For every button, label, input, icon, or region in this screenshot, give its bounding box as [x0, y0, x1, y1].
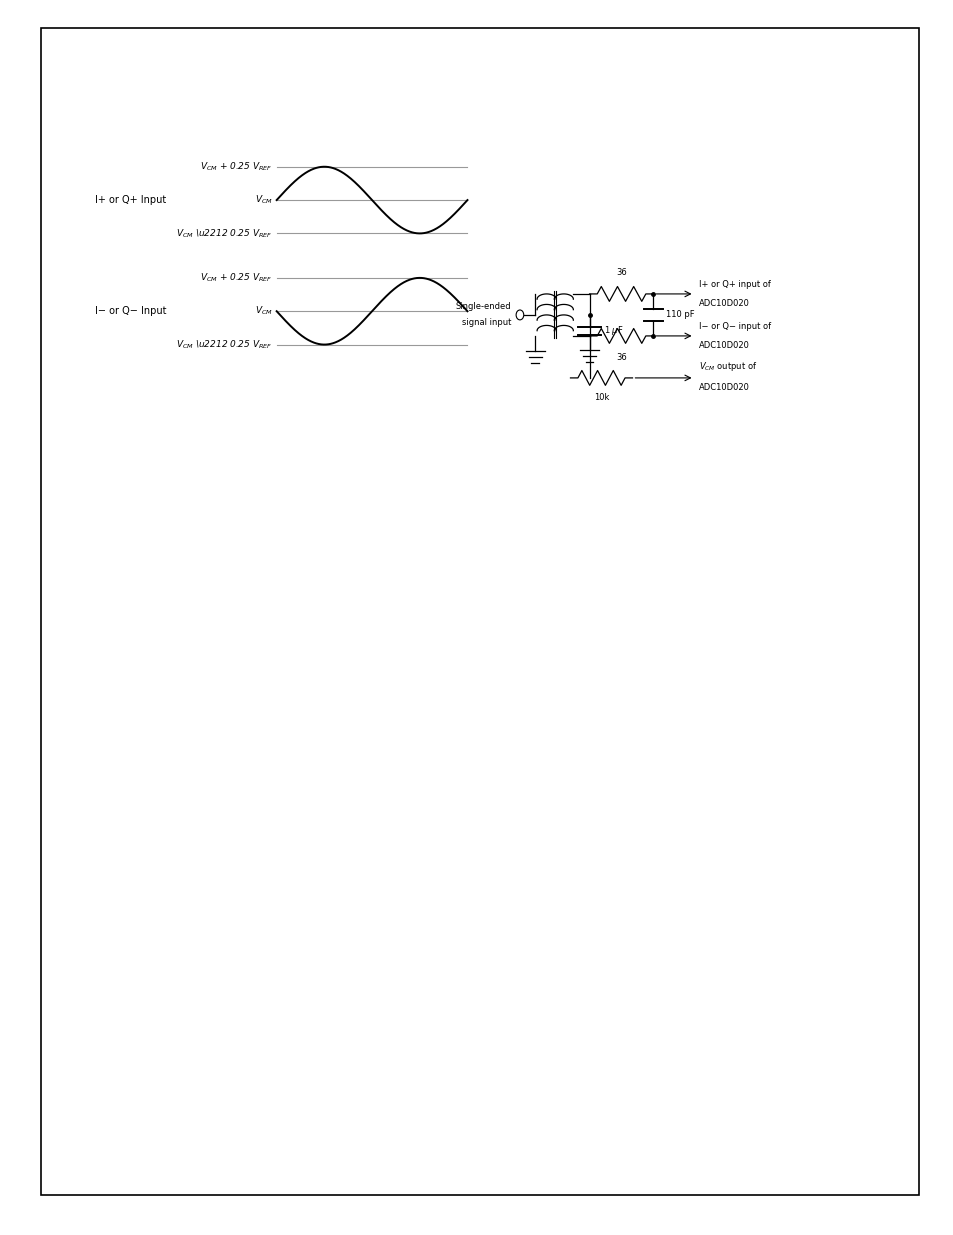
- Text: $V_{CM}$ \u2212 0.25 $V_{REF}$: $V_{CM}$ \u2212 0.25 $V_{REF}$: [176, 338, 273, 351]
- Text: 110 pF: 110 pF: [665, 310, 694, 320]
- Text: $V_{CM}$: $V_{CM}$: [254, 305, 273, 317]
- Text: $V_{CM}$ \u2212 0.25 $V_{REF}$: $V_{CM}$ \u2212 0.25 $V_{REF}$: [176, 227, 273, 240]
- Text: $V_{CM}$ output of: $V_{CM}$ output of: [699, 359, 757, 373]
- Text: $V_{CM}$ + 0.25 $V_{REF}$: $V_{CM}$ + 0.25 $V_{REF}$: [200, 161, 273, 173]
- Text: ADC10D020: ADC10D020: [699, 299, 749, 308]
- Text: $V_{CM}$: $V_{CM}$: [254, 194, 273, 206]
- Text: 36: 36: [616, 353, 626, 362]
- Text: 36: 36: [616, 268, 626, 277]
- Text: 1 $\mu$F: 1 $\mu$F: [603, 325, 623, 337]
- Text: 10k: 10k: [593, 393, 609, 401]
- Text: I+ or Q+ Input: I+ or Q+ Input: [95, 195, 167, 205]
- Text: ADC10D020: ADC10D020: [699, 383, 749, 391]
- Circle shape: [516, 310, 523, 320]
- Text: Single-ended: Single-ended: [456, 301, 511, 311]
- Text: ADC10D020: ADC10D020: [699, 341, 749, 350]
- Text: I− or Q− input of: I− or Q− input of: [699, 322, 771, 331]
- Text: I+ or Q+ input of: I+ or Q+ input of: [699, 280, 770, 289]
- Text: signal input: signal input: [461, 317, 511, 327]
- Text: $V_{CM}$ + 0.25 $V_{REF}$: $V_{CM}$ + 0.25 $V_{REF}$: [200, 272, 273, 284]
- Text: I− or Q− Input: I− or Q− Input: [95, 306, 167, 316]
